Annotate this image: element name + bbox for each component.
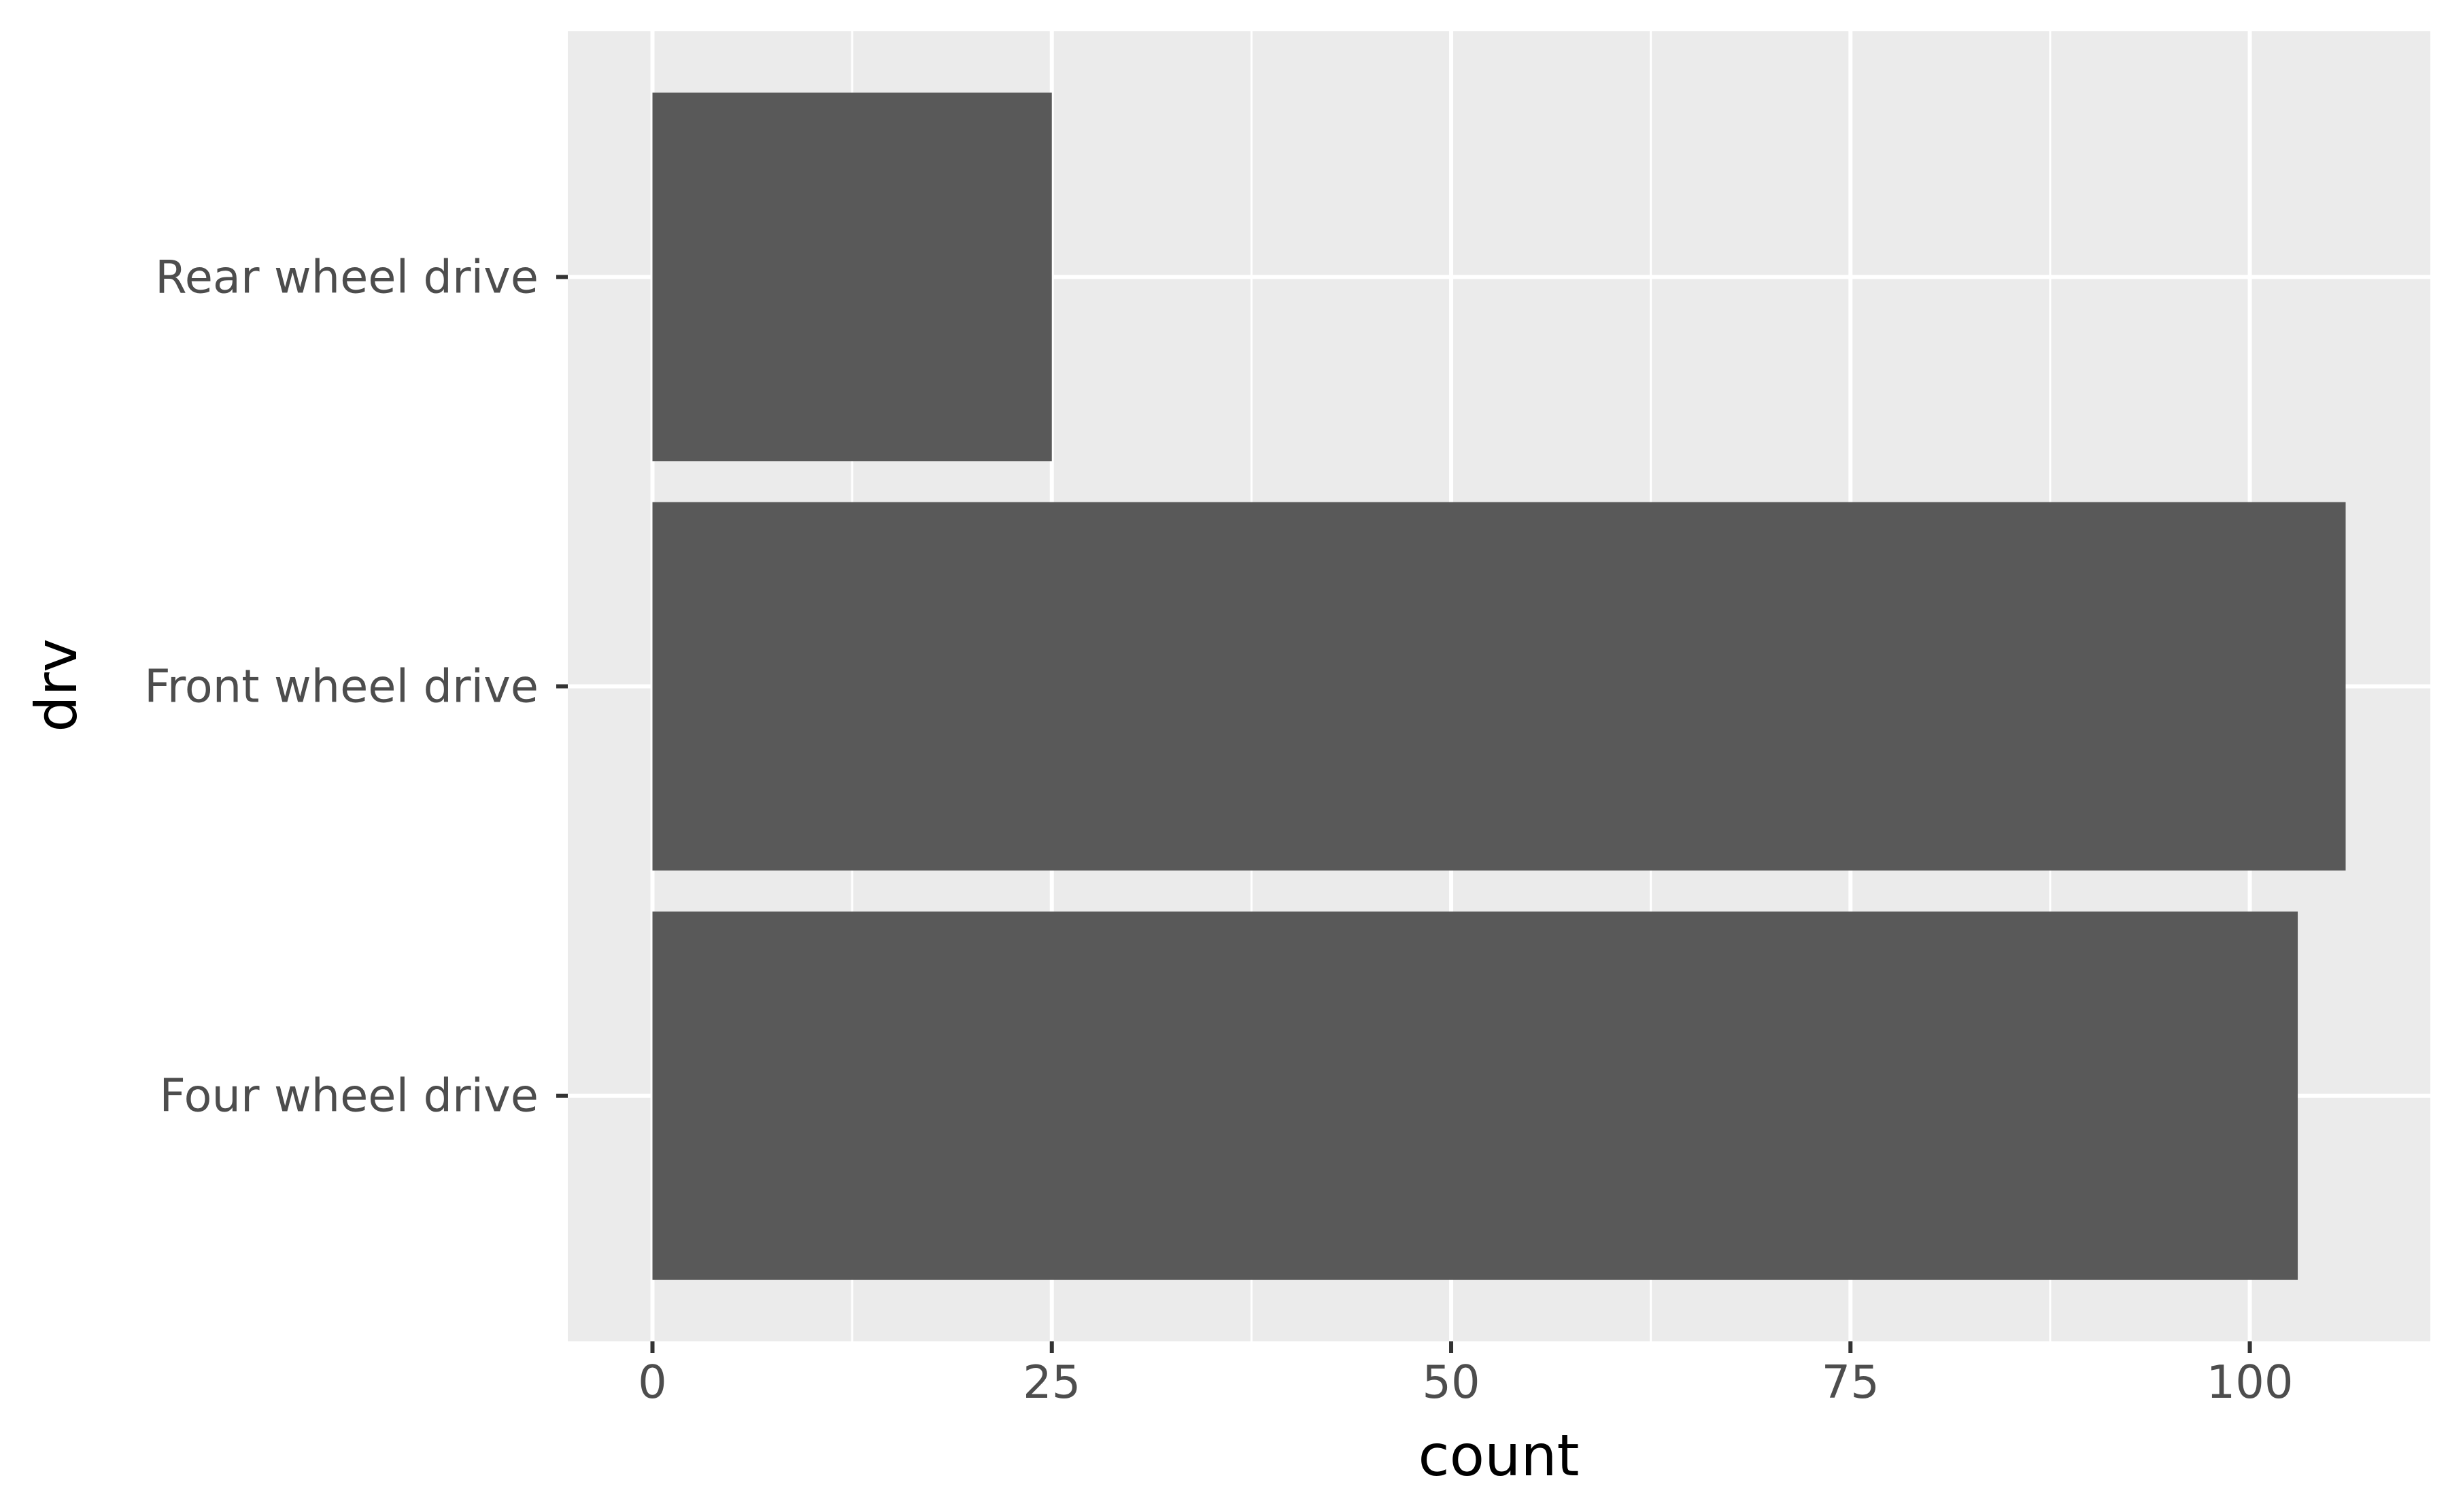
y-tick-label: Four wheel drive: [159, 1069, 539, 1122]
x-tick-label: 0: [638, 1356, 667, 1409]
bar-layer: [652, 92, 2346, 1280]
x-tick-label: 75: [1822, 1356, 1880, 1409]
y-axis: Four wheel drive Front wheel drive Rear wh…: [144, 250, 568, 1122]
x-axis: 0 25 50 75 100: [638, 1341, 2294, 1409]
y-tick-label: Rear wheel drive: [155, 250, 539, 303]
x-tick-label: 25: [1023, 1356, 1081, 1409]
bar: [652, 92, 1052, 462]
bar: [652, 911, 2298, 1280]
x-tick-label: 50: [1422, 1356, 1480, 1409]
x-tick-label: 100: [2207, 1356, 2294, 1409]
x-axis-title: count: [1418, 1422, 1580, 1489]
y-axis-title: drv: [23, 638, 90, 732]
y-tick-label: Front wheel drive: [144, 660, 539, 713]
bar: [652, 502, 2346, 871]
